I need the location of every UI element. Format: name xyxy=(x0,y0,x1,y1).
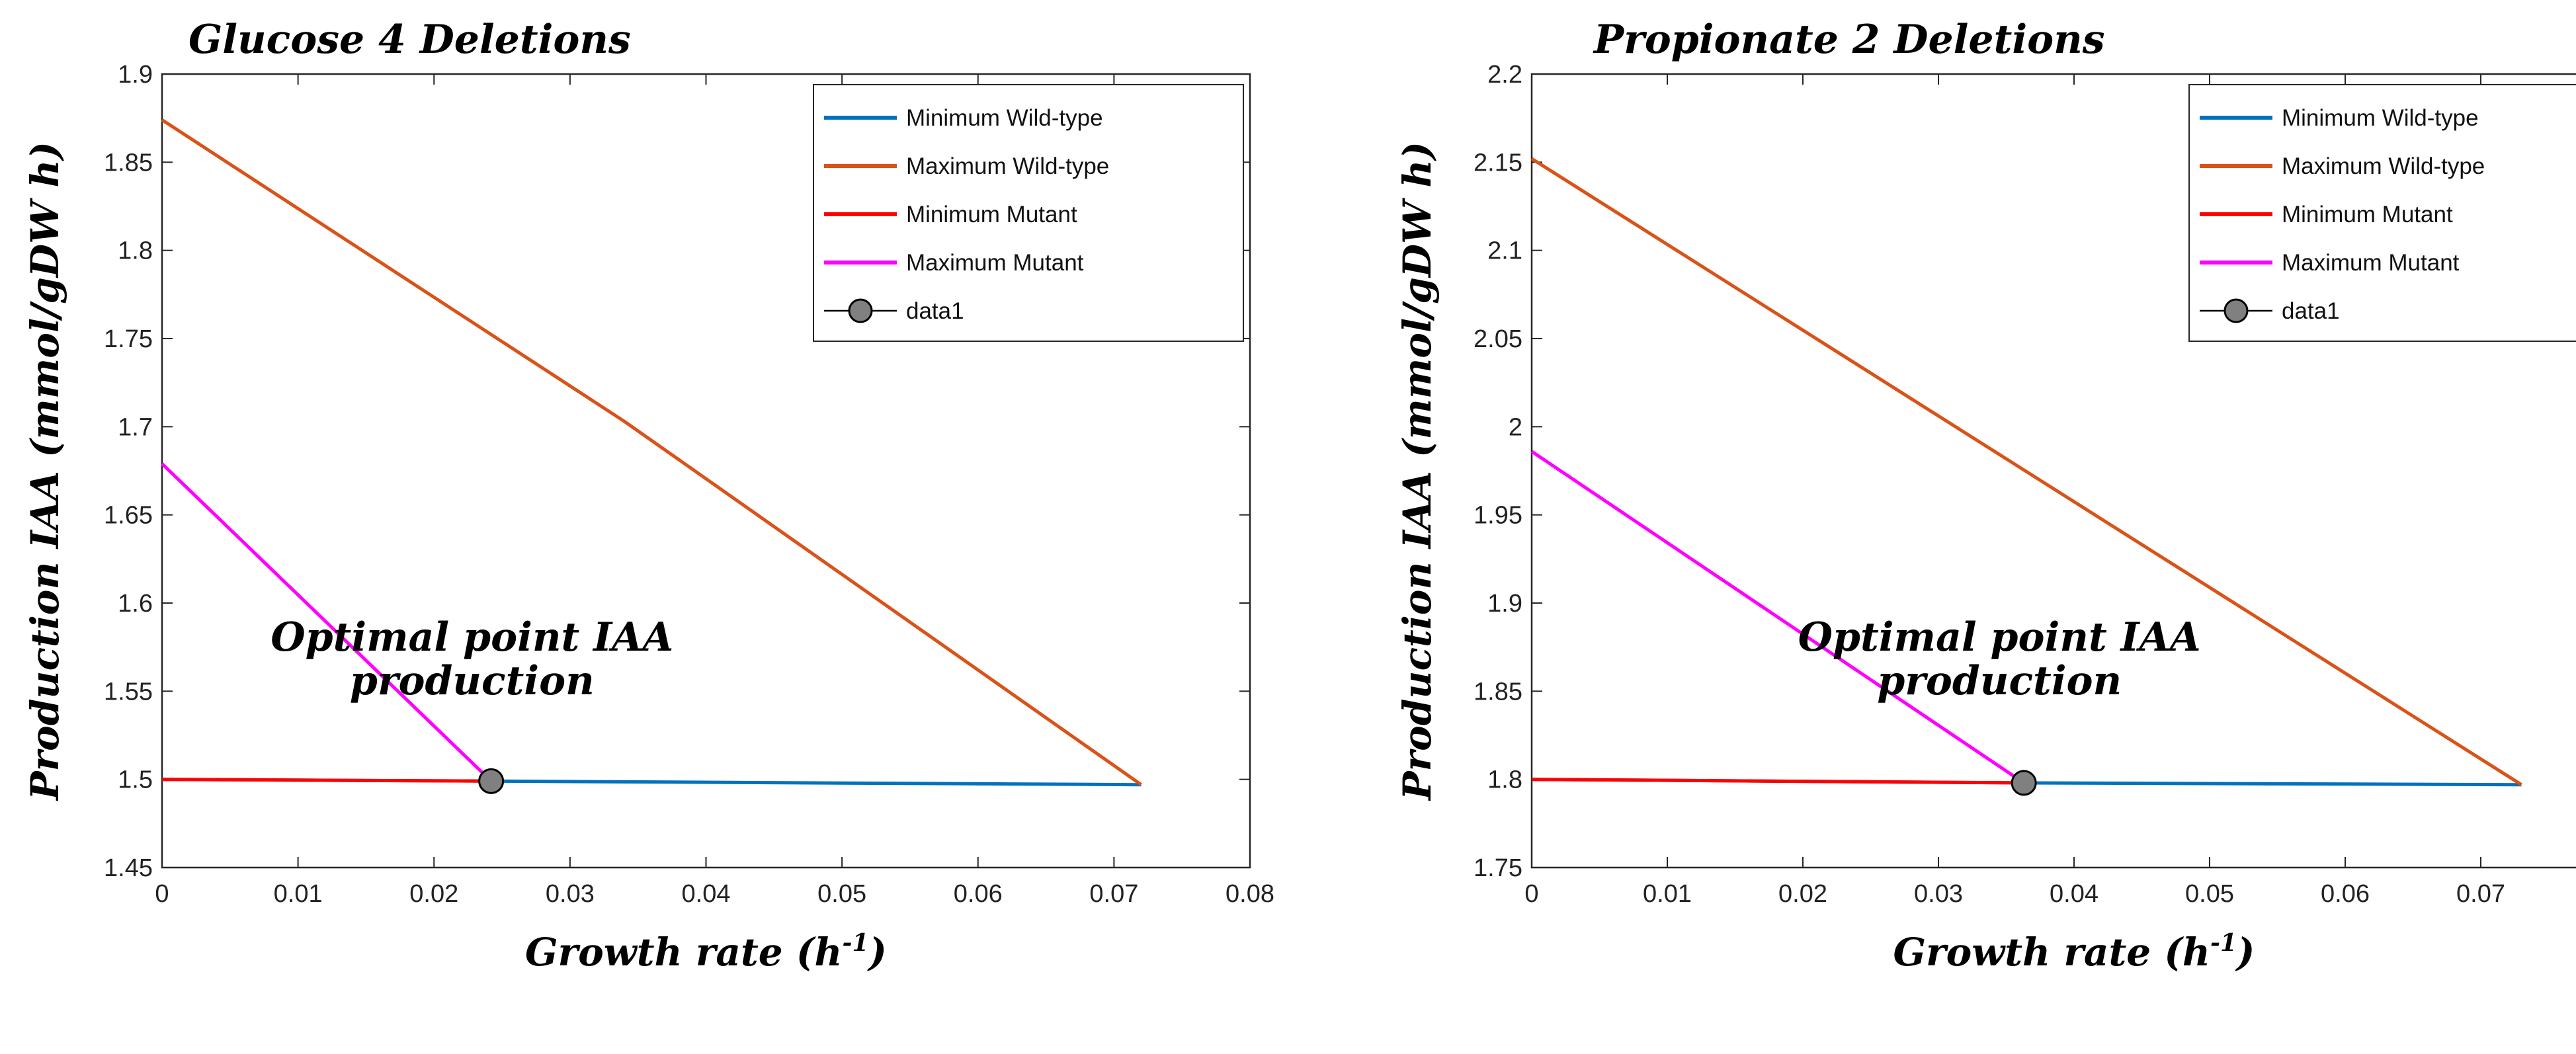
series-line-maximum-mutant xyxy=(161,462,493,783)
legend-swatch-marker-data1 xyxy=(848,298,873,323)
y-tick-label: 1.95 xyxy=(1474,502,1522,530)
y-tick-label: 1.8 xyxy=(1487,766,1522,794)
y-tick-label: 1.55 xyxy=(104,678,153,706)
x-tick-label: 0.03 xyxy=(546,880,595,908)
x-tick-label: 0.05 xyxy=(2185,880,2234,908)
x-tick-label: 0 xyxy=(1524,880,1538,908)
legend: Minimum Wild-type Maximum Wild-type Minimu… xyxy=(813,84,1244,342)
x-axis-label-main: Growth rate (h xyxy=(525,930,843,975)
annotation-line-1: Optimal point IAA xyxy=(270,614,673,661)
y-tick-label: 1.85 xyxy=(104,149,153,177)
y-tick-label: 1.65 xyxy=(104,502,153,530)
y-tick-label: 2.2 xyxy=(1487,61,1522,89)
legend-entry-data1: data1 xyxy=(906,298,964,324)
x-axis-label-superscript: -1 xyxy=(2210,929,2237,957)
annotation-line-2: production xyxy=(1877,658,2122,704)
optimal-point-marker xyxy=(2011,770,2037,796)
legend: Minimum Wild-type Maximum Wild-type Minimu… xyxy=(2188,84,2576,342)
series-line-maximum-mutant xyxy=(1530,450,2025,785)
x-tick-label: 0.04 xyxy=(682,880,731,908)
optimal-point-marker xyxy=(478,768,505,794)
x-axis-label: Growth rate (h-1) xyxy=(1893,929,2255,975)
x-tick-label: 0.03 xyxy=(1914,880,1963,908)
x-axis-label-superscript: -1 xyxy=(843,929,869,957)
y-tick-label: 1.45 xyxy=(104,854,153,882)
series-line-minimum-mutant xyxy=(1531,778,2024,785)
legend-entry-minimum-mutant: Minimum Mutant xyxy=(906,202,1077,227)
x-axis-label-end: ) xyxy=(2235,930,2255,975)
chart-2: 00.010.020.030.040.050.060.070.081.751.8… xyxy=(1395,17,2576,975)
y-tick-label: 2.05 xyxy=(1474,325,1522,353)
y-tick-label: 1.9 xyxy=(1487,590,1522,618)
y-tick-label: 1.75 xyxy=(104,325,153,353)
legend-entry-data1: data1 xyxy=(2282,298,2340,324)
x-tick-label: 0.07 xyxy=(2456,880,2505,908)
x-tick-label: 0.07 xyxy=(1089,880,1138,908)
legend-swatch-marker-data1 xyxy=(2223,298,2249,323)
legend-entry-minimum-wild-type: Minimum Wild-type xyxy=(2282,105,2479,131)
y-tick-label: 1.5 xyxy=(118,766,153,794)
legend-entry-maximum-wild-type: Maximum Wild-type xyxy=(2282,153,2485,179)
y-tick-label: 1.8 xyxy=(118,237,153,265)
x-tick-label: 0.04 xyxy=(2050,880,2098,908)
y-tick-label: 1.9 xyxy=(118,61,153,89)
x-tick-label: 0.02 xyxy=(1778,880,1827,908)
y-tick-label: 1.85 xyxy=(1474,678,1522,706)
x-tick-label: 0.08 xyxy=(1226,880,1274,908)
chart-1: 0 0.01 0.02 0.03 0.04 0.05 0.06 0.07 0.08 1.45 1.5… xyxy=(22,17,1274,975)
x-tick-label: 0.01 xyxy=(274,880,323,908)
x-tick-label: 0 xyxy=(155,880,169,908)
x-tick-label: 0.05 xyxy=(817,880,866,908)
series-line-maximum-wild-type xyxy=(161,118,1142,786)
legend-entry-minimum-mutant: Minimum Mutant xyxy=(2282,202,2453,227)
x-axis-label-end: ) xyxy=(867,930,887,975)
y-tick-label: 1.75 xyxy=(1474,854,1522,882)
annotation-line-2: production xyxy=(350,658,595,704)
legend-entry-maximum-mutant: Maximum Mutant xyxy=(2282,250,2460,276)
x-axis-label-main: Growth rate (h xyxy=(1893,930,2211,975)
chart-title: Glucose 4 Deletions xyxy=(188,17,631,63)
x-tick-label: 0.06 xyxy=(2321,880,2370,908)
y-tick-label: 1.7 xyxy=(118,413,153,441)
y-tick-label: 1.6 xyxy=(118,590,153,618)
x-tick-label: 0.02 xyxy=(409,880,458,908)
x-axis-label: Growth rate (h-1) xyxy=(525,929,887,975)
x-tick-label: 0.06 xyxy=(954,880,1003,908)
legend-entry-maximum-mutant: Maximum Mutant xyxy=(906,250,1084,276)
annotation-line-1: Optimal point IAA xyxy=(1798,614,2201,661)
y-tick-label: 2 xyxy=(1509,413,1522,441)
y-axis-label: Production IAA (mmol/gDW h) xyxy=(1395,142,1440,801)
y-axis-label: Production IAA (mmol/gDW h) xyxy=(22,142,67,801)
y-tick-label: 2.15 xyxy=(1474,149,1522,177)
chart-title: Propionate 2 Deletions xyxy=(1593,17,2105,63)
legend-entry-minimum-wild-type: Minimum Wild-type xyxy=(906,105,1103,131)
series-line-maximum-wild-type xyxy=(1530,157,2522,786)
legend-entry-maximum-wild-type: Maximum Wild-type xyxy=(906,153,1109,179)
x-tick-label: 0.01 xyxy=(1643,880,1692,908)
y-tick-label: 2.1 xyxy=(1487,237,1522,265)
series-line-minimum-mutant xyxy=(161,778,491,783)
